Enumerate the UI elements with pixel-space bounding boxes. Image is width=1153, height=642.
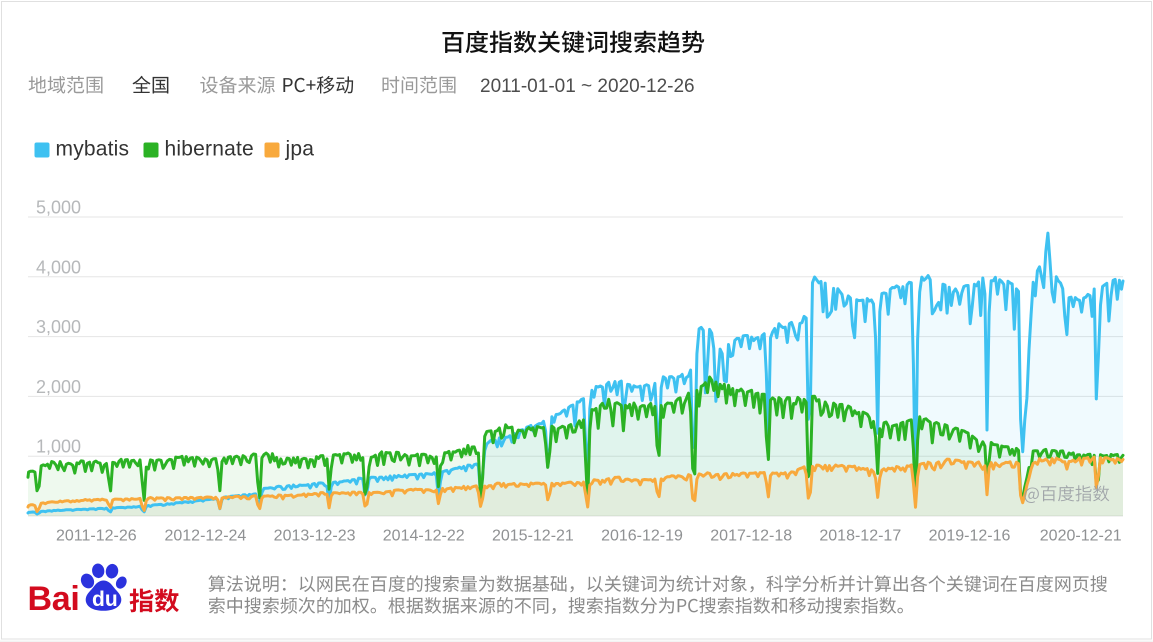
svg-text:mybatis: mybatis bbox=[56, 138, 130, 161]
svg-text:Bai: Bai bbox=[28, 580, 80, 618]
svg-text:2020-12-21: 2020-12-21 bbox=[1040, 528, 1122, 545]
svg-text:2014-12-22: 2014-12-22 bbox=[383, 528, 465, 545]
svg-text:jpa: jpa bbox=[285, 138, 315, 161]
svg-text:3,000: 3,000 bbox=[36, 317, 81, 337]
svg-text:hibernate: hibernate bbox=[165, 138, 254, 161]
svg-text:2015-12-21: 2015-12-21 bbox=[492, 528, 574, 545]
svg-text:2013-12-23: 2013-12-23 bbox=[274, 528, 356, 545]
svg-text:2,000: 2,000 bbox=[36, 377, 81, 397]
svg-text:2016-12-19: 2016-12-19 bbox=[601, 528, 683, 545]
svg-text:du: du bbox=[92, 588, 118, 611]
svg-text:2019-12-16: 2019-12-16 bbox=[929, 528, 1011, 545]
svg-text:1,000: 1,000 bbox=[36, 437, 81, 457]
svg-text:2012-12-24: 2012-12-24 bbox=[164, 528, 246, 545]
svg-text:2011-12-26: 2011-12-26 bbox=[56, 528, 137, 545]
svg-text:4,000: 4,000 bbox=[36, 257, 81, 277]
svg-text:2017-12-18: 2017-12-18 bbox=[710, 528, 792, 545]
svg-text:2011-01-01 ~ 2020-12-26: 2011-01-01 ~ 2020-12-26 bbox=[480, 76, 695, 97]
svg-text:5,000: 5,000 bbox=[36, 198, 81, 218]
svg-text:2018-12-17: 2018-12-17 bbox=[819, 528, 901, 545]
